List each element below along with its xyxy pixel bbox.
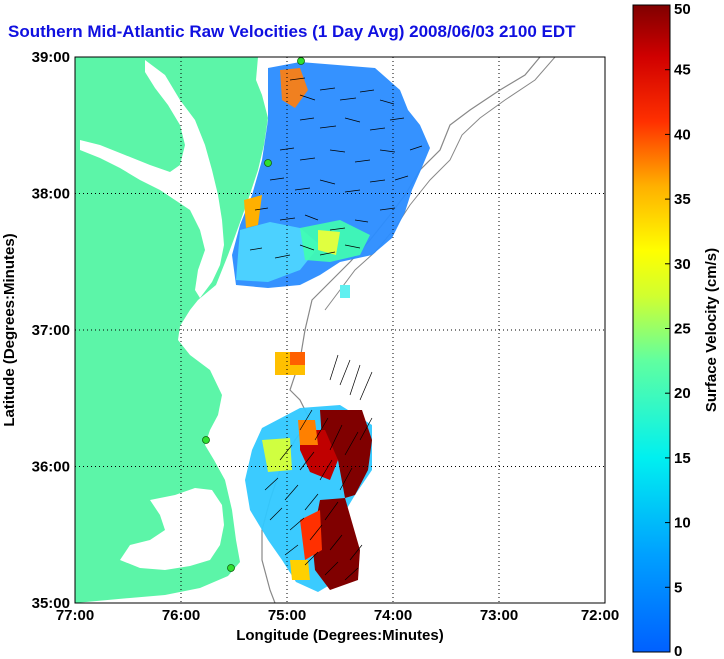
y-tick-label: 37:00 (32, 322, 70, 339)
colorbar-tick-label: 25 (674, 321, 691, 338)
sound-water (120, 488, 224, 570)
x-tick-label: 76:00 (162, 607, 200, 624)
radar-site-marker (264, 159, 272, 167)
colorbar-tick-label: 5 (674, 579, 682, 596)
x-axis-label: Longitude (Degrees:Minutes) (236, 627, 444, 644)
y-tick-label: 38:00 (32, 186, 70, 203)
x-axis: 77:00 76:00 75:00 74:00 73:00 72:00 Long… (56, 607, 619, 644)
colorbar-tick-label: 40 (674, 126, 691, 143)
colorbar-tick-label: 10 (674, 515, 691, 532)
y-tick-label: 39:00 (32, 49, 70, 66)
radar-site-marker (227, 564, 235, 572)
colorbar-tick-label: 30 (674, 256, 691, 273)
x-tick-label: 75:00 (268, 607, 306, 624)
y-tick-label: 36:00 (32, 459, 70, 476)
radar-site-marker (297, 57, 305, 65)
colorbar-label: Surface Velocity (cm/s) (703, 248, 720, 412)
radar-sites (202, 57, 305, 572)
y-axis-label: Latitude (Degrees:Minutes) (1, 233, 18, 426)
colorbar-tick-label: 0 (674, 643, 682, 659)
colorbar-tick-label: 35 (674, 191, 691, 208)
x-tick-label: 72:00 (581, 607, 619, 624)
colorbar-gradient (632, 4, 671, 653)
colorbar-tick-label: 50 (674, 1, 691, 18)
map-title: Southern Mid-Atlantic Raw Velocities (1 … (8, 22, 576, 41)
x-tick-label: 73:00 (480, 607, 518, 624)
grid-lines (75, 57, 605, 603)
y-tick-label: 35:00 (32, 595, 70, 612)
x-tick-label: 74:00 (374, 607, 412, 624)
colorbar-tick-label: 15 (674, 450, 691, 467)
bay-water (80, 60, 224, 298)
colorbar-tick-label: 20 (674, 385, 691, 402)
radar-site-marker (202, 436, 210, 444)
x-tick-label: 77:00 (56, 607, 94, 624)
colorbar-tick-label: 45 (674, 62, 691, 79)
y-axis: 39:00 38:00 37:00 36:00 35:00 Latitude (… (1, 49, 70, 612)
